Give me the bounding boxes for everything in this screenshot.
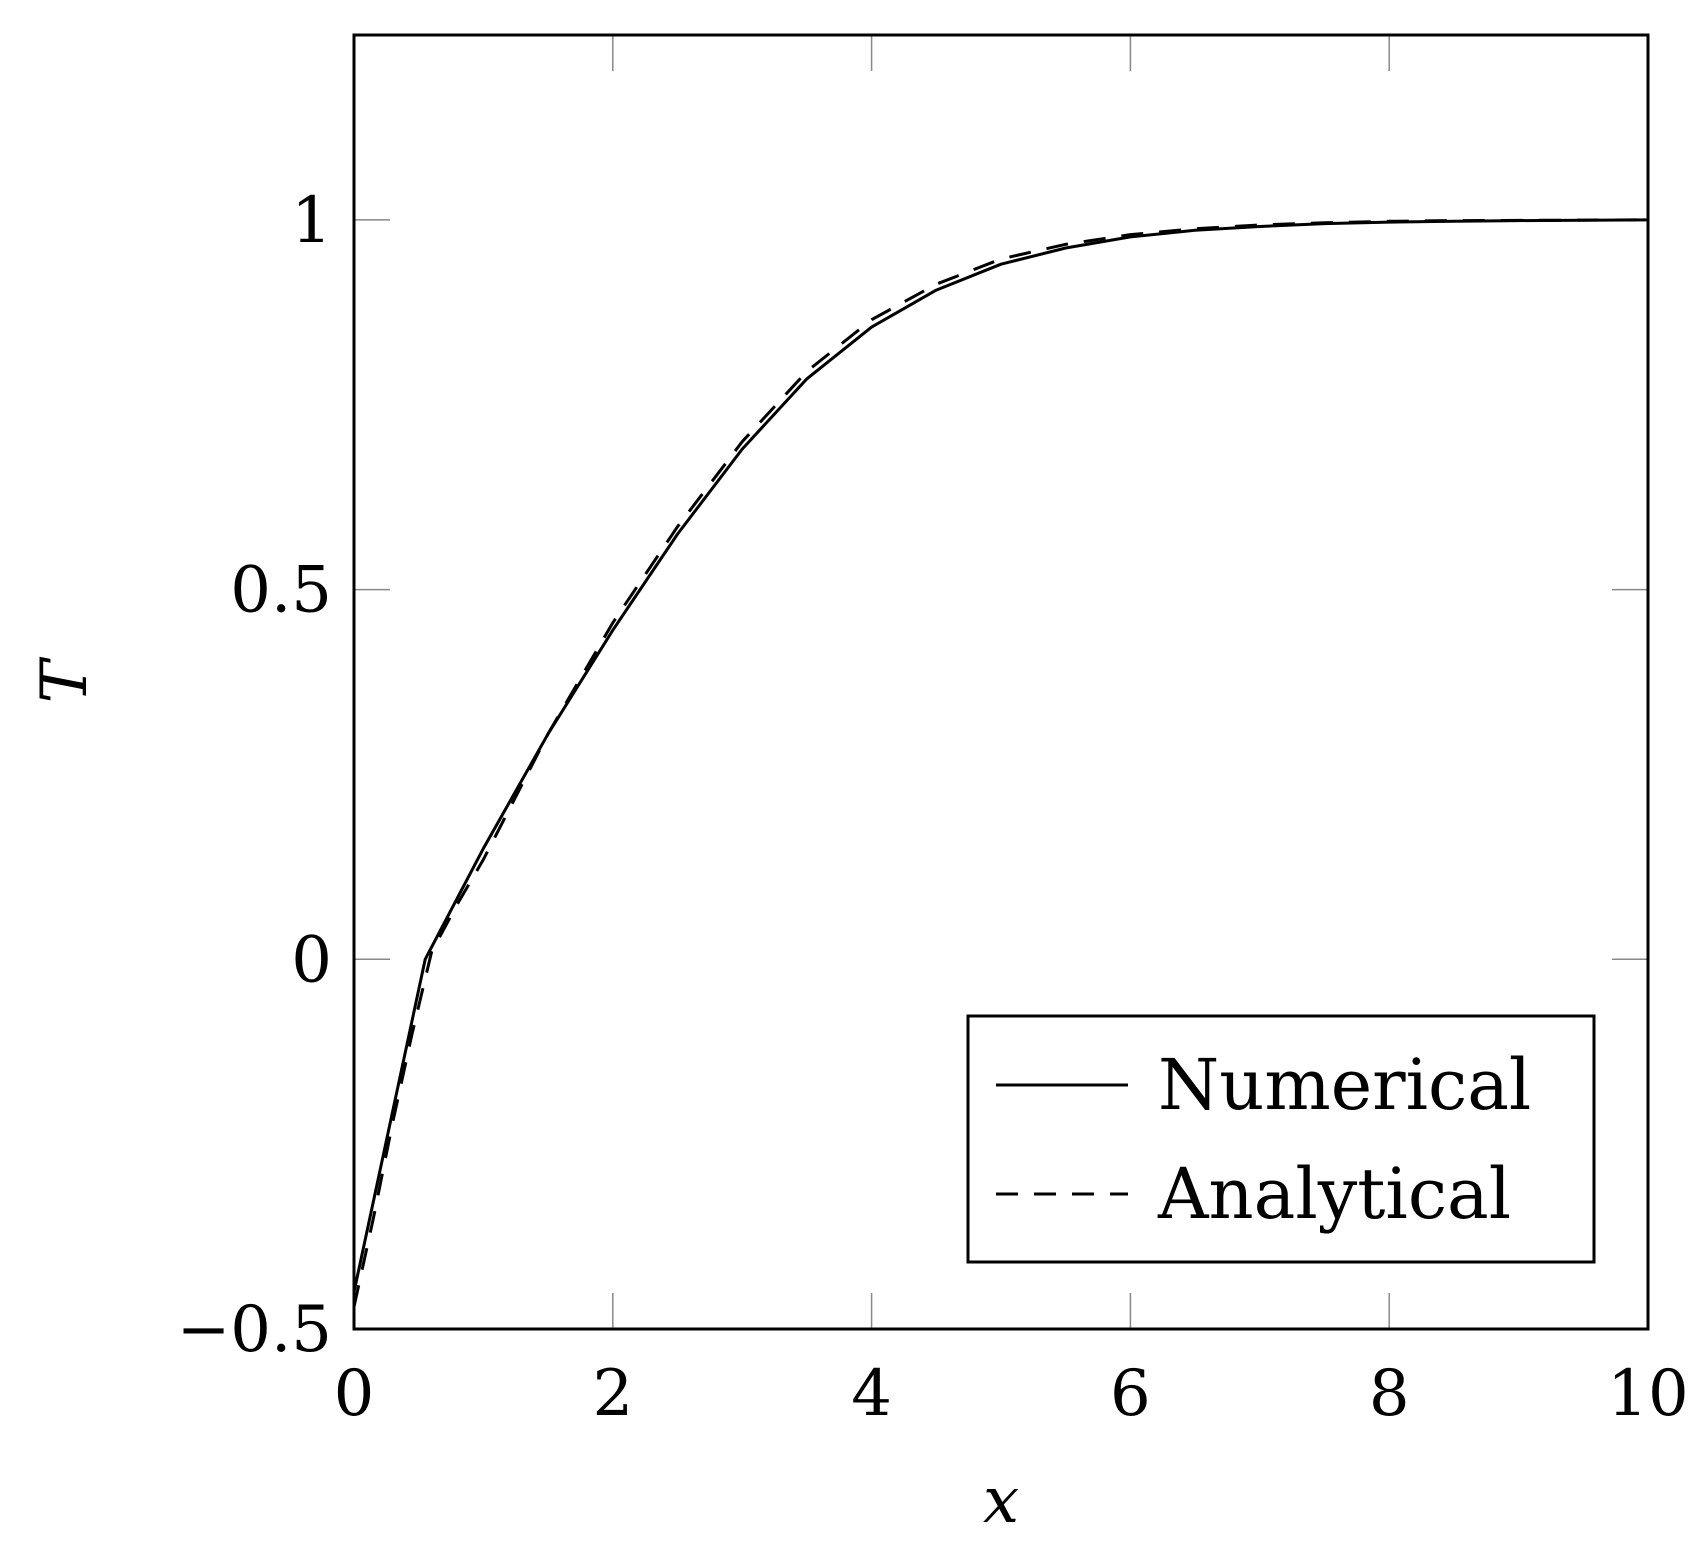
plot-frame	[352, 33, 1650, 1331]
x-tick-label: 2	[592, 1357, 633, 1431]
legend-label-analytical: Analytical	[1157, 1153, 1511, 1235]
legend-box	[966, 1014, 1596, 1264]
legend: Numerical Analytical	[966, 1014, 1596, 1264]
tick-labels: 0 2 4 6 8 10−0.500.51	[177, 184, 1689, 1431]
legend-label-numerical: Numerical	[1158, 1044, 1531, 1126]
y-tick-label: 0.5	[230, 554, 332, 628]
x-tick-label: 6	[1110, 1357, 1151, 1431]
x-tick-label: 10	[1607, 1357, 1688, 1431]
x-tick-label: 4	[851, 1357, 892, 1431]
series-group	[352, 218, 1649, 1308]
y-axis-label: T	[28, 656, 102, 703]
x-tick-label: 0	[334, 1357, 375, 1431]
y-tick-label: 0	[291, 923, 332, 997]
y-tick-label: −0.5	[177, 1293, 332, 1367]
x-tick-label: 8	[1369, 1357, 1410, 1431]
series-line-analytical	[352, 218, 1649, 1308]
y-tick-label: 1	[291, 184, 332, 258]
x-axis-label: x	[983, 1464, 1019, 1538]
